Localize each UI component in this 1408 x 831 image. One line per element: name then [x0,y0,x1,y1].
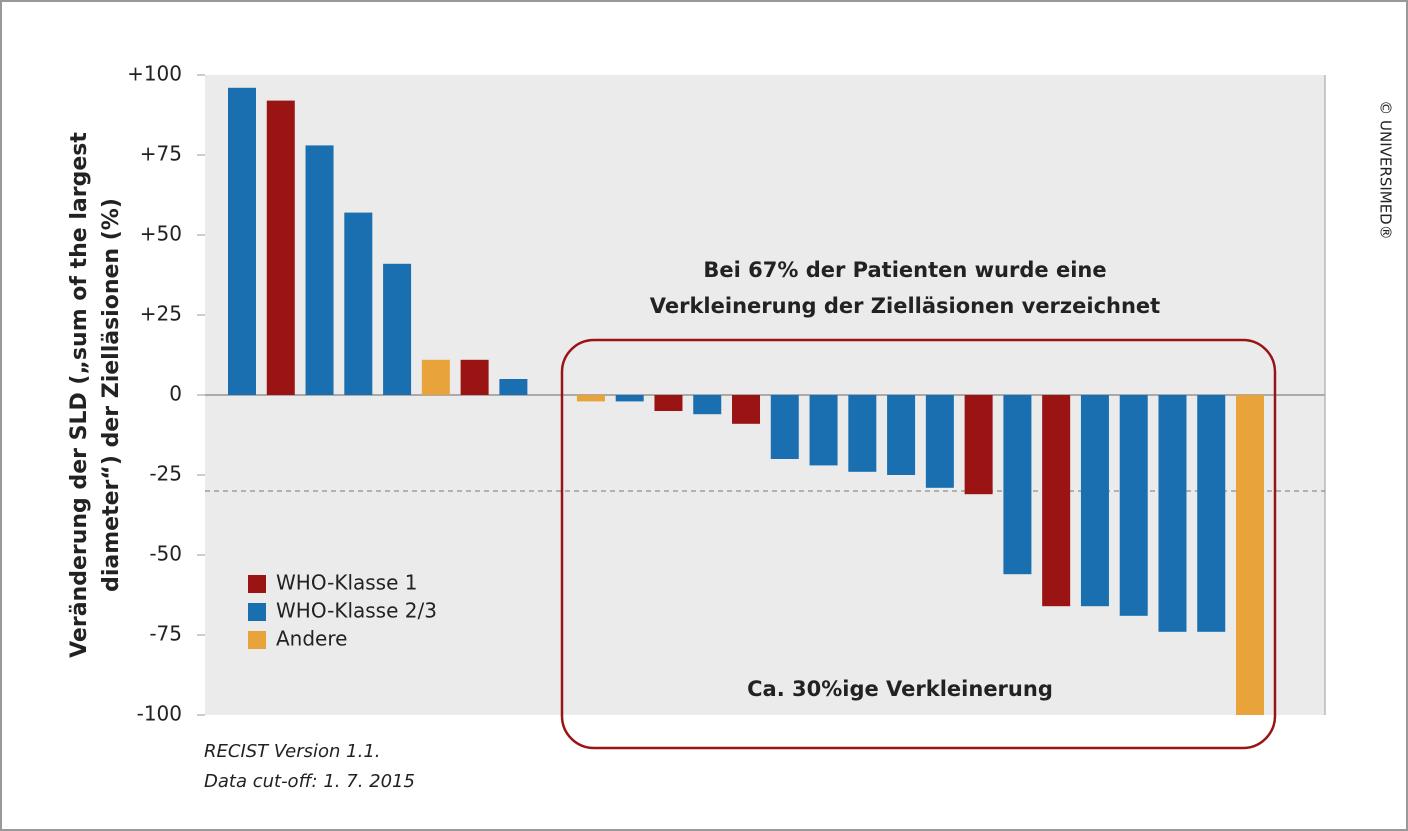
legend-swatch [248,575,266,593]
bar [576,395,605,402]
bar [421,359,450,395]
legend-swatch [248,631,266,649]
bar [383,263,412,395]
bar [693,395,722,415]
annotation: Bei 67% der Patienten wurde eine [703,258,1106,282]
bar [499,379,528,395]
bar [925,395,954,488]
highlight-box [560,338,1277,750]
bar [1080,395,1109,607]
bar [809,395,838,466]
bar [228,87,256,396]
bar [848,395,877,472]
footnote: RECIST Version 1.1. [204,741,381,762]
y-label: diameter“) der Zielläsionen (%) [99,198,124,592]
y-tick-label: 0 [169,382,182,406]
bar [1158,395,1187,632]
bar [1003,395,1032,575]
y-tick-label: +25 [140,302,182,326]
bar [887,395,916,475]
footnote: Data cut-off: 1. 7. 2015 [204,771,415,792]
annotation: Ca. 30%ige Verkleinerung [747,677,1053,701]
copyright: © UNIVERSIMED® [1377,100,1395,239]
bar [1042,395,1071,607]
y-tick-label: -25 [149,462,182,486]
bar [732,395,761,424]
bar [305,145,334,395]
y-label: Veränderung der SLD („sum of the largest [67,132,92,658]
annotation: Verkleinerung der Zielläsionen verzeichn… [650,294,1160,318]
y-tick-label: +100 [127,62,182,86]
y-tick-label: +50 [140,222,182,246]
bar [1119,395,1148,616]
legend-label: WHO-Klasse 1 [276,571,417,595]
legend-swatch [248,603,266,621]
bar [460,359,489,395]
legend-label: WHO-Klasse 2/3 [276,599,437,623]
bar [770,395,799,459]
bar [266,100,295,395]
y-tick-label: -100 [137,702,182,726]
legend-label: Andere [276,627,347,651]
bar [344,212,373,395]
bar [964,395,993,495]
y-tick-label: -50 [149,542,182,566]
bar [1197,395,1226,632]
bar [654,395,683,411]
bar [1236,395,1265,715]
y-tick-label: -75 [149,622,182,646]
bar [615,395,644,402]
y-tick-label: +75 [140,142,182,166]
